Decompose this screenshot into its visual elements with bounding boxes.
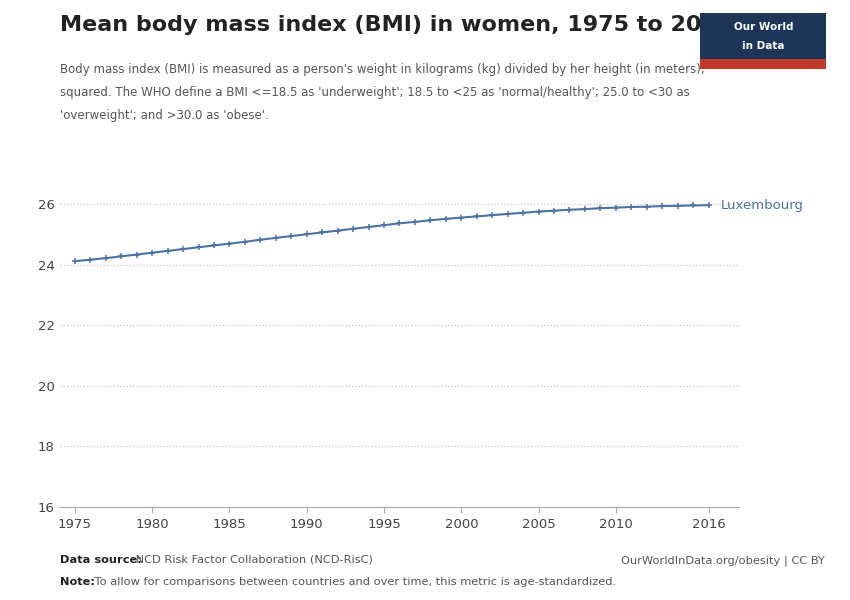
Text: 'overweight'; and >30.0 as 'obese'.: 'overweight'; and >30.0 as 'obese'. xyxy=(60,109,269,122)
Text: Luxembourg: Luxembourg xyxy=(721,199,804,212)
Text: Our World: Our World xyxy=(734,22,793,32)
Text: Note:: Note: xyxy=(60,577,94,587)
Text: Mean body mass index (BMI) in women, 1975 to 2016: Mean body mass index (BMI) in women, 197… xyxy=(60,15,732,35)
Text: Body mass index (BMI) is measured as a person's weight in kilograms (kg) divided: Body mass index (BMI) is measured as a p… xyxy=(60,63,704,76)
Text: squared. The WHO define a BMI <=18.5 as 'underweight'; 18.5 to <25 as 'normal/he: squared. The WHO define a BMI <=18.5 as … xyxy=(60,86,689,99)
Text: OurWorldInData.org/obesity | CC BY: OurWorldInData.org/obesity | CC BY xyxy=(620,555,824,565)
Text: To allow for comparisons between countries and over time, this metric is age-sta: To allow for comparisons between countri… xyxy=(91,577,616,587)
Text: NCD Risk Factor Collaboration (NCD-RisC): NCD Risk Factor Collaboration (NCD-RisC) xyxy=(132,555,372,565)
Text: Data source:: Data source: xyxy=(60,555,141,565)
Text: in Data: in Data xyxy=(742,41,785,50)
